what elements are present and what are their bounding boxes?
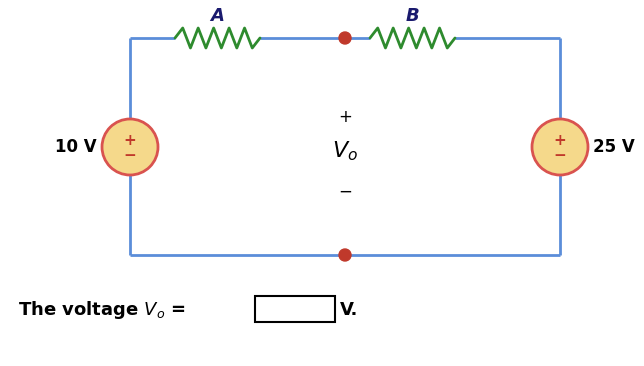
Text: $V_o$: $V_o$ <box>332 140 358 163</box>
Circle shape <box>532 119 588 175</box>
Text: −: − <box>124 148 137 163</box>
Circle shape <box>102 119 158 175</box>
Text: 25 V: 25 V <box>593 138 635 156</box>
Text: V.: V. <box>340 301 358 319</box>
Text: 10 V: 10 V <box>55 138 97 156</box>
Text: +: + <box>124 133 137 148</box>
Text: −: − <box>338 183 352 201</box>
Text: A: A <box>211 7 225 25</box>
Text: +: + <box>554 133 566 148</box>
Circle shape <box>339 249 351 261</box>
Bar <box>255 296 335 322</box>
Text: +: + <box>338 108 352 126</box>
Circle shape <box>339 32 351 44</box>
Text: −: − <box>554 148 566 163</box>
Text: B: B <box>406 7 419 25</box>
Text: The voltage $\mathit{V_o}$ =: The voltage $\mathit{V_o}$ = <box>18 299 188 321</box>
